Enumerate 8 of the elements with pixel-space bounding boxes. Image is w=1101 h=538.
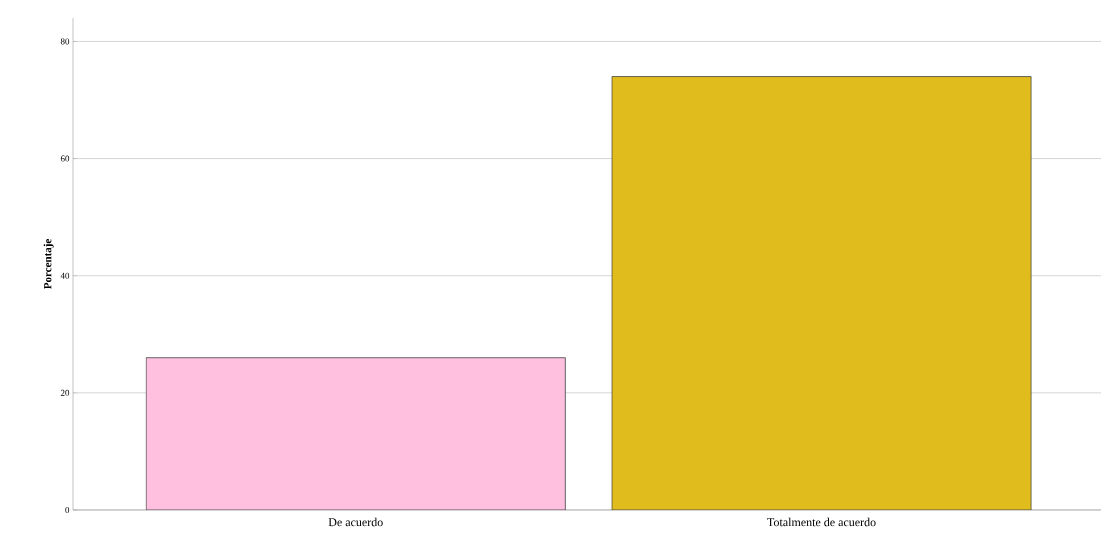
x-tick-label: De acuerdo [328,517,383,527]
y-tick-label: 20 [60,389,70,396]
y-tick-label: 60 [60,155,70,162]
y-tick-label: 0 [65,506,70,514]
y-tick-label: 40 [60,272,70,279]
x-tick-label: Totalmente de acuerdo [767,517,876,527]
y-axis-title: Porcentaje [43,239,54,290]
y-tick-label: 80 [60,38,70,45]
